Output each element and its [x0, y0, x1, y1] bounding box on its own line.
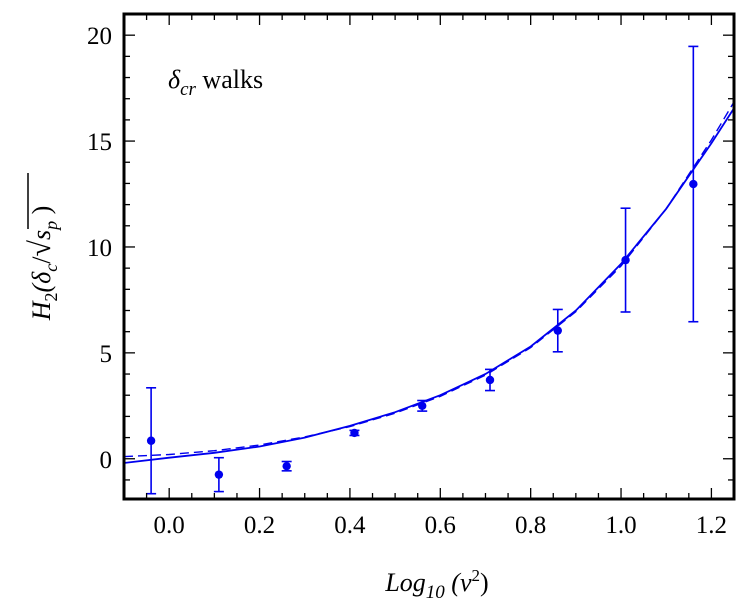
- x-tick-label: 0.6: [425, 512, 456, 539]
- y-axis-title-group: H2(δc/√sp ): [24, 173, 61, 321]
- x-axis-title: Log10 (ν2): [384, 566, 488, 603]
- x-tick-label: 0.4: [334, 512, 366, 539]
- y-title-s: s: [27, 230, 56, 240]
- y-axis-title: H2(δc/√sp ): [24, 206, 61, 322]
- y-title-h: H: [27, 300, 56, 321]
- y-title-close: ): [27, 206, 56, 221]
- x-title-main: Log: [384, 568, 425, 597]
- y-tick-label: 20: [87, 23, 112, 50]
- y-title-open: (δ: [27, 271, 56, 293]
- y-title-psub: p: [41, 221, 61, 232]
- x-tick-label: 0.0: [154, 512, 185, 539]
- y-tick-label: 10: [87, 235, 112, 262]
- annotation-symbol: δ: [168, 65, 181, 94]
- data-point-0: [146, 436, 156, 445]
- x-tick-label: 1.0: [605, 512, 636, 539]
- y-tick-label: 5: [100, 341, 113, 368]
- x-tick-label: 1.2: [696, 512, 727, 539]
- y-tick-label: 15: [87, 129, 112, 156]
- y-title-radical: √: [24, 240, 57, 257]
- annotation-text: walks: [196, 65, 263, 94]
- data-point-3: [350, 428, 359, 438]
- x-title-sub: 10: [426, 582, 446, 603]
- y-title-slash: /: [27, 256, 56, 264]
- y-tick-label: 0: [100, 447, 113, 474]
- data-point-5: [485, 375, 495, 385]
- x-tick-label: 0.8: [515, 512, 546, 539]
- data-point-8: [689, 179, 698, 189]
- data-point-6: [553, 326, 562, 335]
- x-title-sup: 2: [472, 566, 481, 585]
- y-title-csub: c: [41, 264, 61, 272]
- plot-marks: [123, 45, 735, 495]
- x-title-arg: (ν: [445, 568, 472, 597]
- annotation-subscript: cr: [180, 79, 196, 100]
- data-point-1: [214, 470, 224, 479]
- fit-curve-solid: [123, 107, 735, 464]
- y-title-hsub: 2: [41, 292, 61, 301]
- data-point-7: [621, 255, 630, 265]
- data-point-2: [282, 461, 291, 471]
- x-tick-label: 0.2: [244, 512, 275, 539]
- annotation: δcr walks: [168, 65, 263, 100]
- fit-curve-dashed: [123, 101, 735, 458]
- data-point-4: [418, 401, 427, 411]
- plot-frame: [122, 12, 736, 501]
- x-title-close: ): [480, 568, 489, 597]
